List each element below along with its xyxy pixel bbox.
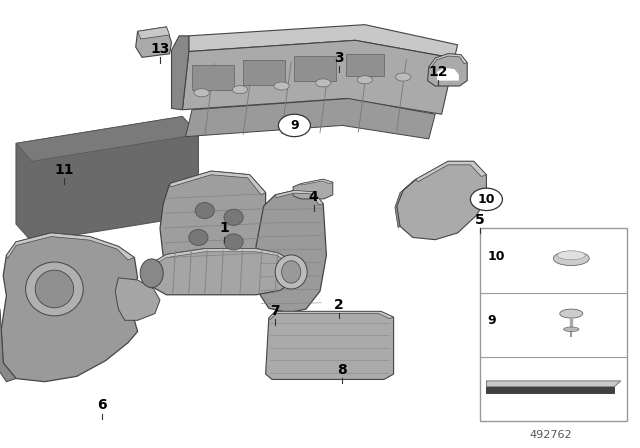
Polygon shape xyxy=(269,311,394,319)
Ellipse shape xyxy=(357,76,372,84)
Polygon shape xyxy=(301,179,333,185)
Polygon shape xyxy=(437,68,459,81)
Polygon shape xyxy=(160,171,266,270)
Ellipse shape xyxy=(232,86,248,94)
Polygon shape xyxy=(16,116,198,161)
Polygon shape xyxy=(0,309,16,382)
Polygon shape xyxy=(486,387,614,393)
Polygon shape xyxy=(256,190,326,313)
Bar xyxy=(346,54,384,76)
Ellipse shape xyxy=(140,259,163,288)
Ellipse shape xyxy=(189,229,208,246)
Text: 7: 7 xyxy=(270,304,280,319)
Polygon shape xyxy=(395,179,416,228)
Text: 11: 11 xyxy=(54,163,74,177)
Text: 10: 10 xyxy=(488,250,505,263)
Polygon shape xyxy=(136,27,172,57)
Text: 9: 9 xyxy=(488,314,496,327)
Circle shape xyxy=(278,114,310,137)
Ellipse shape xyxy=(274,82,289,90)
Ellipse shape xyxy=(564,327,579,332)
Ellipse shape xyxy=(224,209,243,225)
Polygon shape xyxy=(150,249,291,295)
Text: 9: 9 xyxy=(290,119,299,132)
Text: 6: 6 xyxy=(97,398,108,413)
Polygon shape xyxy=(486,381,621,387)
Polygon shape xyxy=(1,233,138,382)
Bar xyxy=(243,60,285,85)
Text: 5: 5 xyxy=(475,212,485,227)
Bar xyxy=(294,56,336,81)
Polygon shape xyxy=(428,54,467,86)
Ellipse shape xyxy=(316,79,331,87)
Polygon shape xyxy=(154,249,291,264)
Polygon shape xyxy=(397,161,486,240)
Ellipse shape xyxy=(35,270,74,308)
Polygon shape xyxy=(293,179,333,199)
Polygon shape xyxy=(266,311,394,379)
Polygon shape xyxy=(189,25,458,58)
Polygon shape xyxy=(115,278,160,320)
Text: 13: 13 xyxy=(150,42,170,56)
Bar xyxy=(480,228,627,421)
Circle shape xyxy=(470,188,502,211)
Ellipse shape xyxy=(275,255,307,289)
Polygon shape xyxy=(182,40,454,114)
Polygon shape xyxy=(429,54,467,68)
Text: 3: 3 xyxy=(334,51,344,65)
Ellipse shape xyxy=(195,202,214,219)
Text: 8: 8 xyxy=(337,362,348,377)
Polygon shape xyxy=(275,190,323,205)
Polygon shape xyxy=(16,116,198,242)
Ellipse shape xyxy=(557,251,586,260)
Polygon shape xyxy=(6,233,134,260)
Polygon shape xyxy=(138,27,170,39)
Ellipse shape xyxy=(224,234,243,250)
Ellipse shape xyxy=(282,261,301,283)
Polygon shape xyxy=(186,99,435,139)
Text: 1: 1 xyxy=(219,221,229,236)
Ellipse shape xyxy=(560,309,583,318)
Bar xyxy=(192,65,234,90)
Polygon shape xyxy=(416,161,486,182)
Ellipse shape xyxy=(396,73,411,81)
Text: 12: 12 xyxy=(429,65,448,79)
Text: 2: 2 xyxy=(334,297,344,312)
Ellipse shape xyxy=(26,262,83,316)
Polygon shape xyxy=(172,36,189,110)
Text: 10: 10 xyxy=(477,193,495,206)
Polygon shape xyxy=(170,171,266,195)
Text: 4: 4 xyxy=(308,190,319,204)
Text: 492762: 492762 xyxy=(529,430,572,439)
Ellipse shape xyxy=(194,89,209,97)
Ellipse shape xyxy=(554,251,589,266)
